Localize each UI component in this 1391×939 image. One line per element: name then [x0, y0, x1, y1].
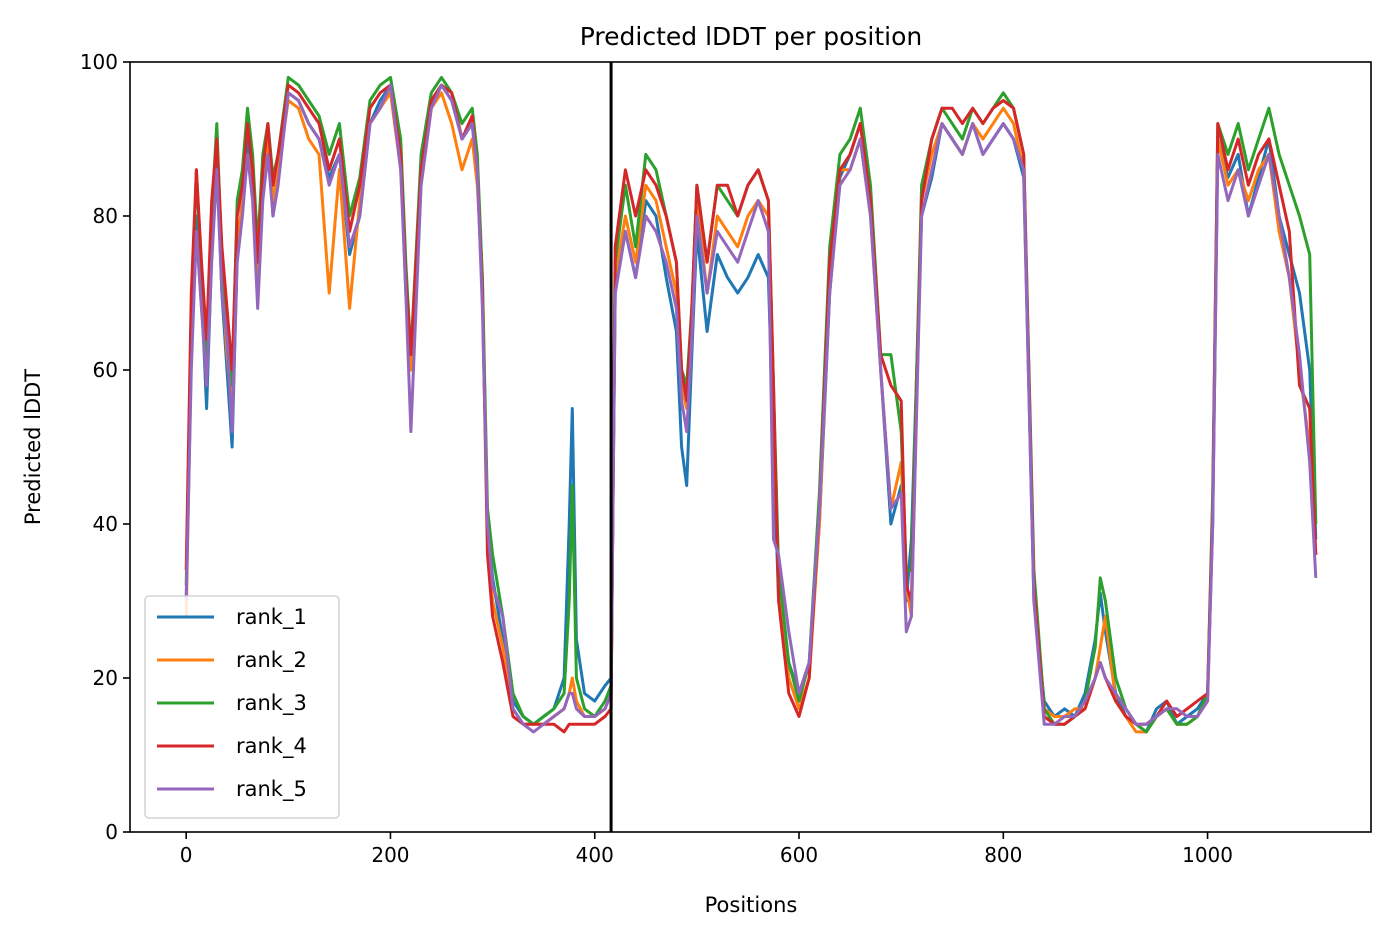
y-tick-label: 100	[80, 50, 118, 74]
y-tick-label: 20	[93, 666, 118, 690]
x-tick-label: 800	[984, 843, 1022, 867]
chart-title: Predicted lDDT per position	[580, 22, 922, 51]
y-tick-label: 40	[93, 512, 118, 536]
series-lines	[184, 75, 1318, 734]
x-axis: 0 200 400 600 800 1000	[180, 832, 1233, 867]
x-axis-title: Positions	[705, 893, 798, 917]
plot-frame	[129, 61, 1372, 833]
x-tick-label: 1000	[1182, 843, 1233, 867]
x-tick-label: 400	[576, 843, 614, 867]
x-tick-label: 600	[780, 843, 818, 867]
y-axis: 0 20 40 60 80 100	[80, 50, 130, 844]
legend-label-rank_5: rank_5	[236, 777, 307, 802]
legend: rank_1 rank_2 rank_3 rank_4 rank_5	[144, 595, 340, 819]
legend-label-rank_1: rank_1	[236, 605, 307, 630]
plot-area	[184, 62, 1318, 832]
y-axis-title: Predicted lDDT	[21, 369, 45, 525]
legend-box	[144, 595, 340, 819]
series-line-rank_5	[184, 83, 1318, 734]
legend-label-rank_3: rank_3	[236, 691, 307, 716]
x-tick-label: 0	[180, 843, 193, 867]
legend-label-rank_2: rank_2	[236, 648, 307, 673]
y-tick-label: 60	[93, 358, 118, 382]
x-tick-label: 200	[371, 843, 409, 867]
y-tick-label: 0	[105, 820, 118, 844]
y-tick-label: 80	[93, 204, 118, 228]
legend-label-rank_4: rank_4	[236, 734, 307, 759]
